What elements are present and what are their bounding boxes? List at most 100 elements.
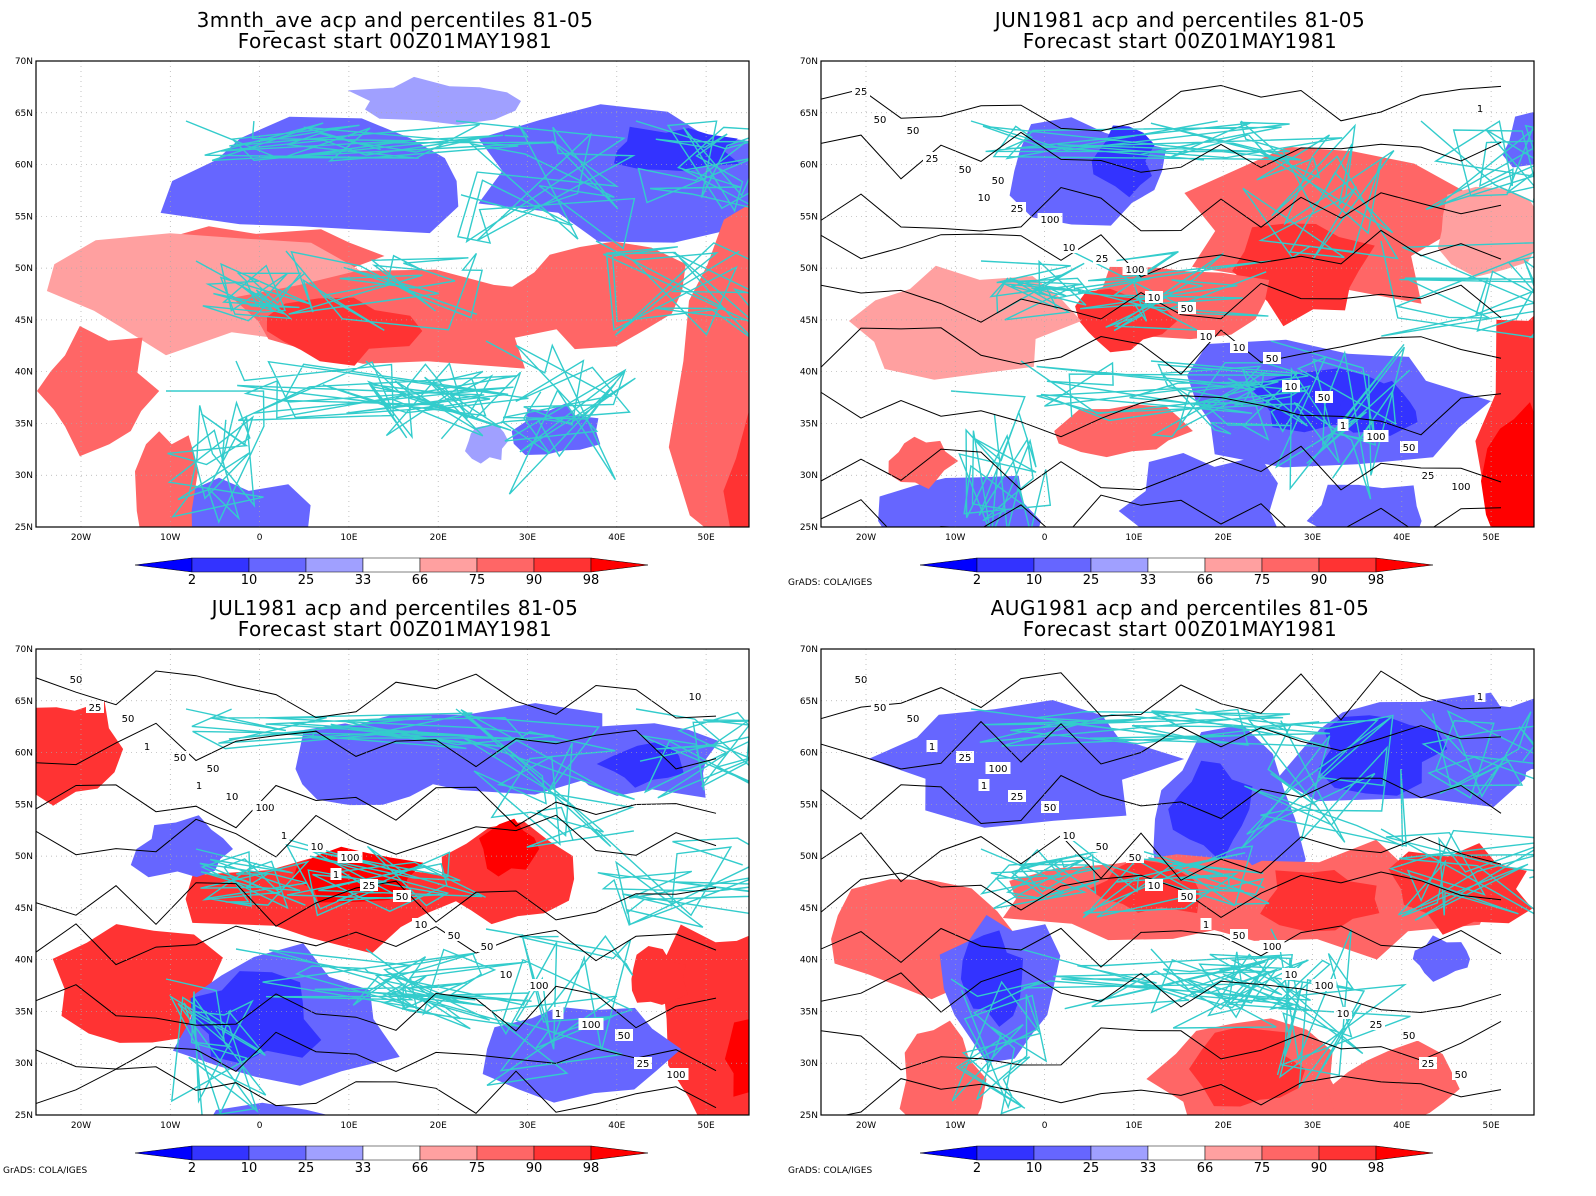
contour-label-bg [871,113,889,125]
colorbar: 2 10 25 33 66 75 90 98 [134,1145,649,1176]
percentile-region [1260,870,1380,932]
contour-label: 50 [618,1031,631,1042]
lon-tick-label: 10E [340,1121,357,1131]
map-plot: 2550100505050100505010050251010050251010… [800,57,1535,588]
contour-line [821,774,1502,825]
contour-line [821,494,1502,527]
map-frame [820,648,1535,1116]
lat-tick-label: 55N [800,800,818,810]
percentile-region [213,1102,328,1115]
contour-label-bg [1197,330,1215,342]
colorbar-boxes [919,1145,1434,1161]
lon-tick-label: 10E [1125,533,1142,543]
contour-label: 25 [1422,471,1435,482]
percentile-region [37,326,160,457]
contour-label-bg [1230,929,1248,941]
lat-tick-label: 40N [800,956,818,966]
percentile-region [1168,760,1253,863]
contour-label: 50 [1096,842,1109,853]
contour-label-bg [204,762,222,774]
contour-label: 25 [1011,792,1024,803]
percentile-region [1189,1027,1306,1107]
percentile-region [596,742,684,788]
colorbar-box [248,557,307,573]
contour-label: 50 [1181,892,1194,903]
coastline-segment [185,120,556,162]
grads-credit: GrADS: COLA/IGES [788,1166,873,1176]
contour-label-bg [989,174,1007,186]
contour-label: 50 [1129,853,1142,864]
lon-tick-label: 30E [1304,533,1321,543]
contour-label: 50 [1403,1031,1416,1042]
contour-label-bg [1093,252,1111,264]
panel-subtitle: Forecast start 00Z01MAY1981 [237,617,553,641]
contour-label-bg [1400,1029,1418,1041]
contour-label: 10 [1285,970,1298,981]
colorbar-boxes [919,557,1434,573]
lat-tick-label: 30N [800,471,818,481]
coastline-segment [165,978,267,1115]
coastline-segment [970,120,1343,161]
contour-line [821,131,1502,180]
lat-tick-label: 25N [800,523,818,533]
colorbar-label: 33 [355,1161,372,1176]
lat-tick-label: 55N [15,800,33,810]
coastline-segment [235,360,529,422]
colorbar-box [1033,1145,1092,1161]
percentile-region [441,821,575,925]
contour-label-bg [956,163,974,175]
colorbar: 2 10 25 33 66 75 90 98 [134,557,649,588]
colorbar-label: 2 [973,1161,981,1176]
map-frame [35,60,750,528]
lat-tick-label: 55N [15,212,33,222]
contour-line [821,1020,1502,1071]
contour-label-bg [1041,801,1059,813]
contour-label-bg [852,673,870,685]
map-panel-jun1981: JUN1981 acp and percentiles 81-05 Foreca… [785,0,1575,596]
contour-label: 10 [311,842,324,853]
colorbar-box [419,557,478,573]
coastline-segment [979,848,1101,910]
coastline-segment [285,250,483,332]
coastline [165,708,749,1115]
contour-line [821,84,1502,132]
lon-tick-label: 10W [945,533,965,543]
contour-label: 50 [207,764,220,775]
colorbar-box [476,1145,535,1161]
colorbar-label: 25 [1083,573,1100,588]
colorbar-box [1147,1145,1206,1161]
contour-label: 50 [448,931,461,942]
lat-tick-label: 25N [15,523,33,533]
lat-tick-label: 65N [15,697,33,707]
percentile-region [1481,402,1534,527]
colorbar-arrow-high [1375,1145,1434,1161]
coastline-segment [970,708,1330,748]
contour-label: 10 [415,920,428,931]
colorbar-box [533,1145,592,1161]
contour-label-bg [1474,690,1486,702]
lat-tick-label: 70N [15,645,33,655]
contour-label-bg [1178,890,1196,902]
lon-tick-label: 50E [1483,1121,1500,1131]
contour-label: 100 [1451,482,1470,493]
percentile-region [1118,453,1278,527]
contour-label-bg [1145,879,1163,891]
contour-label: 100 [581,1020,600,1031]
contour-line [821,186,1502,232]
contour-line [821,391,1502,438]
contour-line [36,814,717,858]
contour-label-bg [360,879,378,891]
colorbar-label: 75 [469,573,486,588]
contour-label-bg [141,740,153,752]
contour-label: 1 [144,742,150,753]
coastline-segment [455,120,636,250]
contour-label: 50 [481,942,494,953]
percentile-shading [37,76,749,527]
contour-label-bg [1448,480,1474,492]
contour-labels: 50 100 50 100 50 50 50 50 100 50 25 50 50 25 50 25 10 10 2… [852,673,1486,1081]
contour-label-bg [1060,829,1078,841]
colorbar-box [305,557,364,573]
contour-line [821,871,1502,918]
percentile-region [1232,223,1375,327]
coastline-segment [1268,928,1411,1090]
